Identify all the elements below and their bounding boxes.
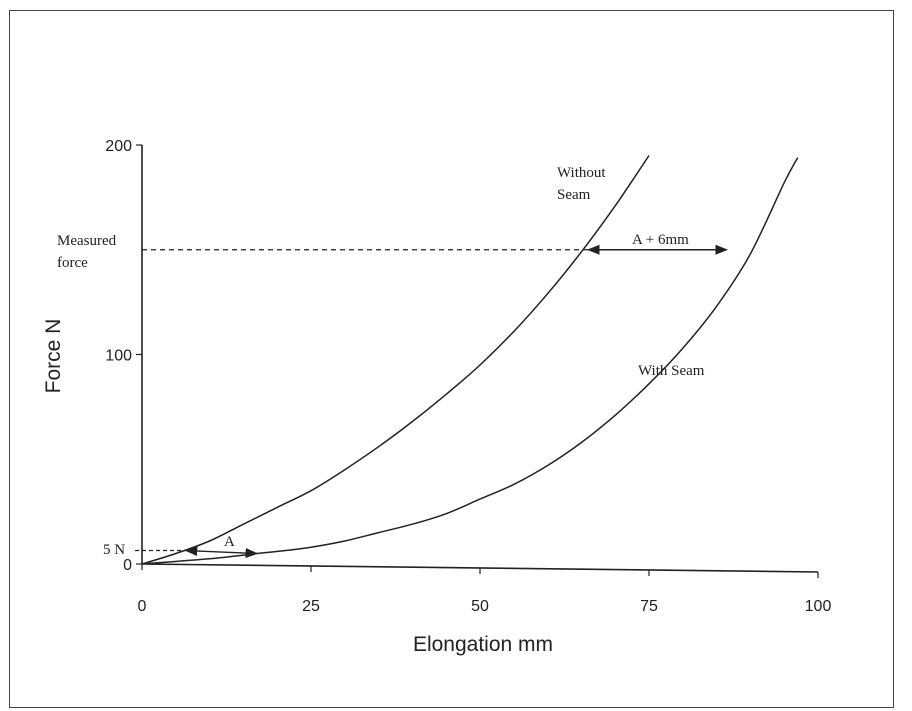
x-axis-title: Elongation mm [413, 633, 553, 656]
series-line-with-seam [141, 157, 799, 565]
x-tick-label: 0 [138, 598, 147, 615]
ticks: 0 25 50 75 100 0 100 200 [105, 138, 831, 615]
x-tick-label: 25 [302, 598, 320, 615]
figure-frame: 0 25 50 75 100 0 100 200 Force N Elongation mm … [9, 10, 894, 708]
measured-force-label-line1: Measured [57, 233, 117, 249]
without-seam-label-line1: Without [557, 165, 606, 181]
reference-lines [135, 244, 728, 559]
a-label: A [224, 534, 235, 550]
with-seam-label: With Seam [638, 363, 705, 379]
x-tick-label: 50 [471, 598, 489, 615]
five-n-label: 5 N [103, 542, 125, 558]
series-line-without-seam [141, 155, 650, 565]
x-tick-label: 100 [805, 598, 832, 615]
axes [141, 145, 819, 573]
series-group [141, 155, 799, 565]
y-tick-label: 0 [123, 557, 132, 574]
a-plus-6mm-label: A + 6mm [632, 232, 689, 248]
without-seam-label-line2: Seam [557, 187, 591, 203]
measured-force-label-line2: force [57, 255, 88, 271]
y-tick-label: 100 [105, 348, 132, 365]
a-double-arrow [184, 545, 259, 559]
x-tick-label: 75 [640, 598, 658, 615]
y-tick-label: 200 [105, 138, 132, 155]
y-axis-title: Force N [42, 319, 65, 394]
